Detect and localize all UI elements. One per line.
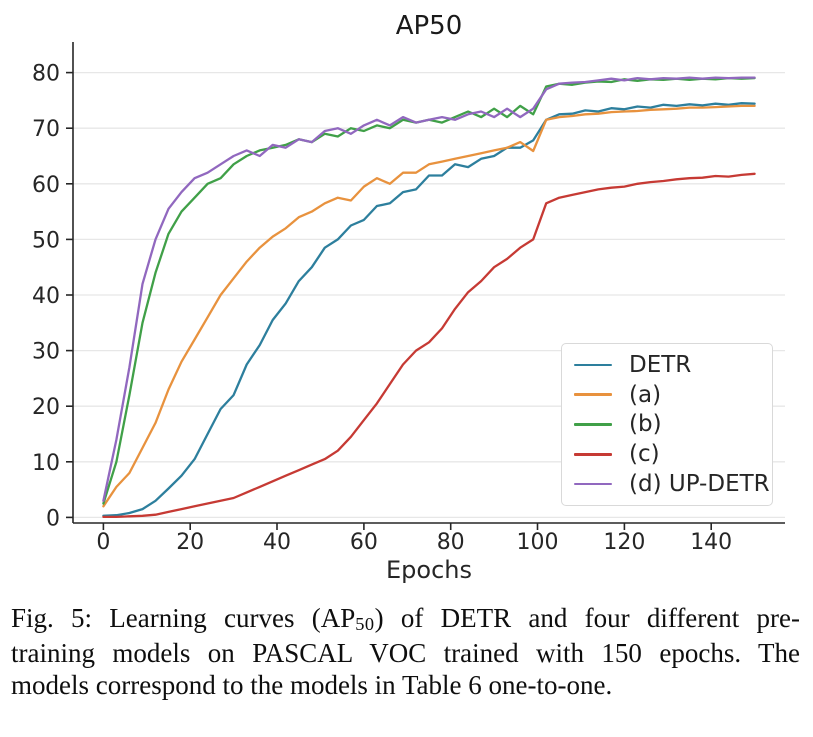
legend-item: DETR [574,352,772,378]
y-tick-label: 20 [32,395,60,420]
legend-label: (b) [629,411,662,438]
legend-label: (a) [629,381,662,408]
series-line-detr [102,102,756,517]
caption-text: ) of DETR and four different pre- [374,603,800,633]
x-tick-label: 100 [517,530,559,555]
chart-legend: DETR (a) (b) (c) (d) UP-DETR [561,343,773,506]
series-line-a [102,104,756,508]
caption-text: Fig. 5: Learning curves (AP [11,603,356,633]
legend-item: (b) [574,411,772,437]
x-tick-label: 40 [263,530,291,555]
y-tick-label: 60 [32,173,60,198]
chart-title: AP50 [396,11,463,41]
figure-caption: Fig. 5: Learning curves (AP50) of DETR a… [0,602,813,701]
x-tick-label: 0 [96,530,110,555]
legend-label: DETR [629,351,692,378]
y-tick-label: 30 [32,340,60,365]
legend-line-swatch [574,363,612,367]
x-axis-label: Epochs [386,556,472,584]
chart-axes: 0 20 40 60 80 100 120 140 0 10 20 30 40 50 60 70 80 [32,42,785,555]
legend-item: (d) UP-DETR [574,471,772,497]
legend-line-swatch [574,452,612,456]
legend-label: (c) [629,441,660,468]
chart-gridlines [73,71,785,519]
caption-line-3: models correspond to the models in Table… [11,670,613,700]
x-tick-label: 120 [603,530,645,555]
legend-label: (d) UP-DETR [629,471,770,498]
learning-curve-chart: AP50 0 20 40 60 80 100 120 140 0 10 20 30 40 50 60 70 80… [32,11,785,584]
x-tick-label: 80 [437,530,465,555]
x-tick-label: 140 [690,530,732,555]
series-line-c [102,172,756,519]
y-tick-label: 80 [32,62,60,87]
chart-series-lines [102,76,756,519]
caption-line-2: training models on PASCAL VOC trained wi… [11,638,800,668]
y-tick-label: 50 [32,228,60,253]
caption-line-1: Fig. 5: Learning curves (AP50) of DETR a… [11,602,800,637]
legend-line-swatch [574,423,612,426]
series-line-d-up-detr [102,76,756,502]
legend-item: (c) [574,441,772,467]
y-tick-label: 40 [32,284,60,309]
legend-line-swatch [574,393,612,396]
x-tick-label: 60 [350,530,378,555]
x-tick-label: 20 [176,530,204,555]
y-tick-label: 0 [46,506,60,531]
y-tick-label: 70 [32,117,60,142]
legend-item: (a) [574,382,772,408]
ap50-subscript: 50 [355,614,375,635]
legend-line-swatch [574,482,612,486]
y-tick-label: 10 [32,451,60,476]
